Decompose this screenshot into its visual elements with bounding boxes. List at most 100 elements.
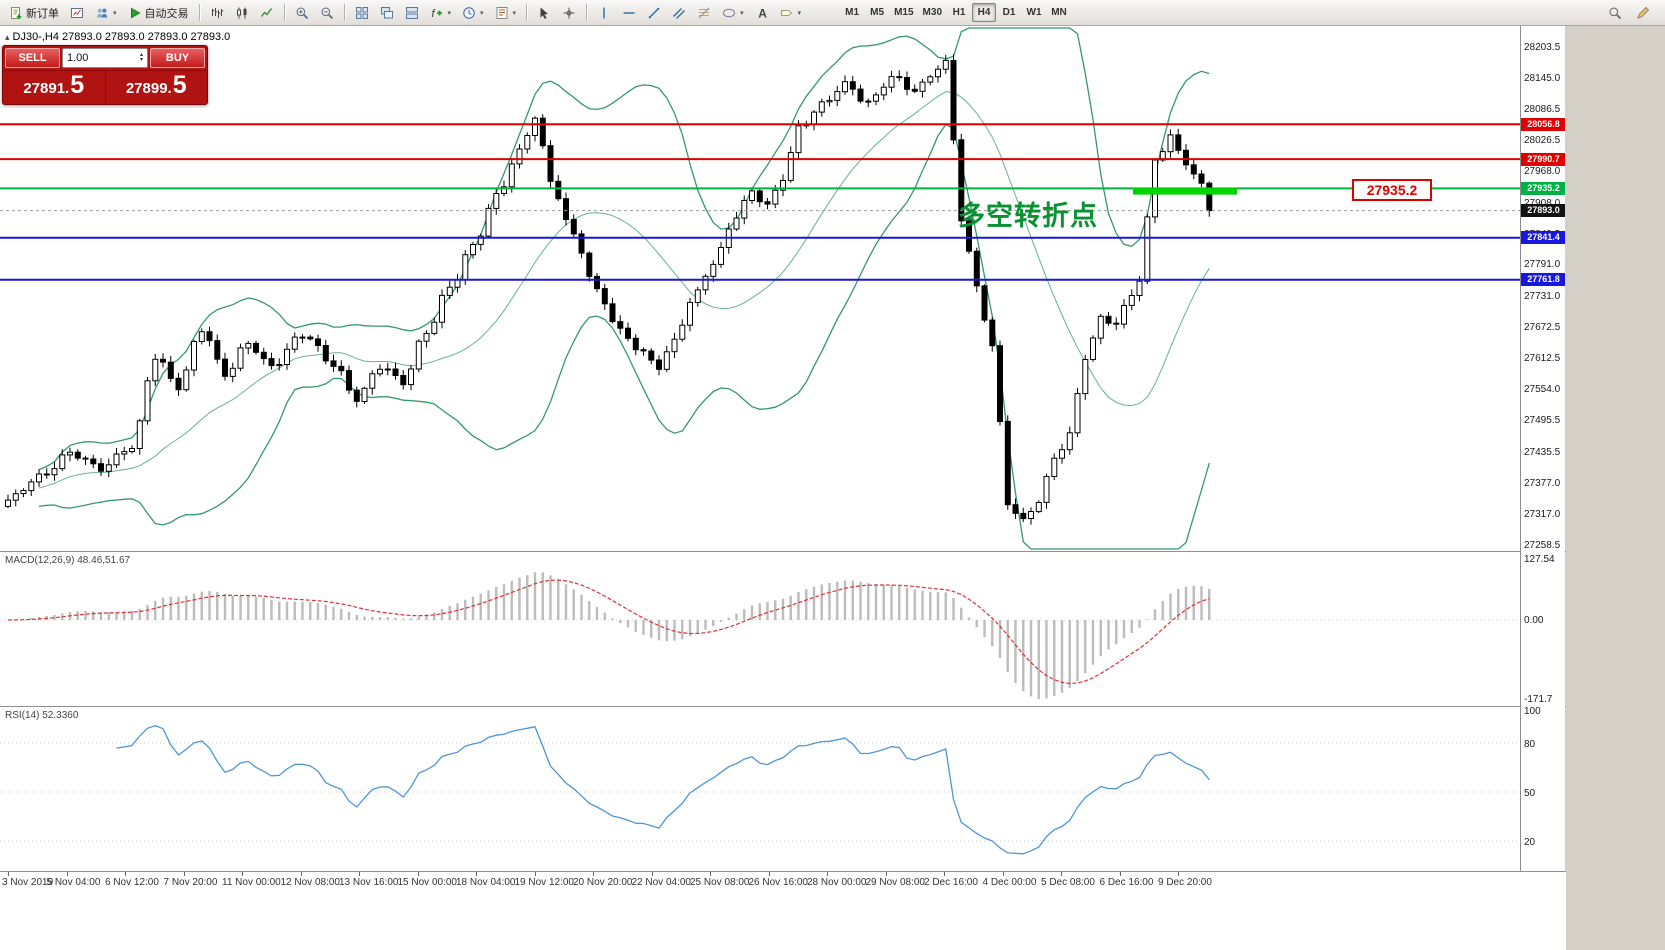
profiles-button[interactable]: ▾ [90,3,122,23]
clock-icon [462,6,476,20]
arrows-button[interactable]: ▾ [775,3,807,23]
text-icon: A [755,6,769,20]
time-axis-label: 20 Nov 20:00 [573,877,633,888]
time-tick [242,872,243,876]
price-axis-label: 27495.5 [1524,415,1561,427]
timeframe-m5-button[interactable]: M5 [870,7,885,18]
trade-panel-toggle-icon[interactable]: ▴ [5,32,10,42]
time-axis-label: 9 Dec 20:00 [1158,877,1212,888]
volume-input[interactable]: 1.00 ▴ ▾ [62,48,148,68]
price-axis-label: 28203.5 [1524,42,1561,53]
panel-separator[interactable] [0,551,1566,552]
time-tick [944,872,945,876]
new-order-button[interactable]: 新订单 [4,3,64,23]
candles-icon [235,6,249,20]
timeframe-m15-button[interactable]: M15 [894,7,914,18]
text-button[interactable]: A [750,3,774,23]
shapes-button[interactable]: ▾ [717,3,749,23]
time-tick [300,872,302,876]
price-axis-label: 27731.0 [1524,291,1561,302]
price-callout-label[interactable]: 27935.2 [1352,179,1432,201]
search-button[interactable] [1603,3,1627,23]
rsi-axis-label: 20 [1524,836,1536,848]
arrange-windows-button[interactable] [400,3,424,23]
equidistant-channel-button[interactable] [667,3,691,23]
templates-button[interactable]: ▾ [490,3,522,23]
time-tick [593,872,594,876]
fibonacci-button[interactable] [692,3,716,23]
chart-window[interactable]: ▴ DJ30-,H4 27893.0 27893.0 27893.0 27893.… [0,26,1520,871]
macd-indicator-label: MACD(12,26,9) 48.46,51.67 [5,555,131,566]
cascade-windows-button[interactable] [375,3,399,23]
time-axis[interactable]: 3 Nov 2019 5 Nov 04:00 6 Nov 12:00 7 Nov 20… [0,871,1566,950]
buy-price-big-digit: 5 [172,71,187,99]
symbol-ohlc-text: DJ30-,H4 27893.0 27893.0 27893.0 27893.0 [12,31,231,43]
time-tick [476,872,477,876]
price-axis-label: 27377.0 [1524,477,1561,489]
price-axis[interactable]: 28203.5 28145.0 28086.5 28026.5 27968.0 27908… [1520,26,1565,871]
quick-edit-button[interactable] [1631,3,1655,23]
crosshair-button[interactable] [557,3,581,23]
timeframe-mn-button[interactable]: MN [1051,7,1067,18]
timeframe-d1-button[interactable]: D1 [1002,7,1016,18]
price-axis-label: 28026.5 [1524,135,1561,147]
price-tag-27841.4: 27841.4 [1521,231,1565,245]
timeframe-m1-button[interactable]: M1 [845,7,860,18]
dropdown-arrow-icon: ▾ [447,9,452,17]
time-axis-label: 7 Nov 20:00 [163,877,218,888]
time-axis-label: 28 Nov 00:00 [807,877,867,888]
price-axis-label: 28086.5 [1524,103,1561,115]
time-tick [827,872,828,876]
search-icon [1608,6,1622,20]
timeframe-h4-button[interactable]: H4 [972,3,996,22]
horizontal-lines[interactable] [0,123,1520,281]
horizontal-line-button[interactable] [617,3,641,23]
price-axis-label: 27968.0 [1524,166,1561,178]
new-order-button-label: 新订单 [26,7,59,20]
chart-canvas[interactable] [0,26,1520,871]
one-click-trading-panel: SELL 1.00 ▴ ▾ BUY 27891. 5 27899. 5 [2,45,208,105]
zoom-in-button[interactable] [290,3,314,23]
sell-price[interactable]: 27891. 5 [3,71,105,103]
cursor-button[interactable] [532,3,556,23]
time-axis-label: 13 Nov 16:00 [339,877,399,888]
time-axis-label: 15 Nov 00:00 [397,877,458,888]
toolbar-button-group: 新订单 ▾ 自动交易 f ▾ ▾ ▾ ▾ A ▾ [4,3,806,23]
buy-button[interactable]: BUY [150,48,205,68]
vertical-line-button[interactable] [592,3,616,23]
price-axis-label: 28145.0 [1524,72,1561,84]
zoom-out-button[interactable] [315,3,339,23]
timeframe-h1-button[interactable]: H1 [952,7,966,18]
chart-annotation-text[interactable]: 多空转折点 [958,201,1098,231]
cursor-icon [537,6,551,20]
timeframe-w1-button[interactable]: W1 [1026,7,1042,18]
tile-windows-button[interactable] [350,3,374,23]
macd-axis-label: 0.00 [1524,615,1544,626]
autotrade-button[interactable]: 自动交易 [123,3,194,23]
buy-price-main: 27899. [125,80,172,97]
candlestick-chart-button[interactable] [230,3,254,23]
chart-window-button[interactable] [65,3,89,23]
bar-chart-button[interactable] [205,3,229,23]
buy-price[interactable]: 27899. 5 [104,71,208,103]
time-axis-label: 2 Dec 16:00 [924,877,978,888]
panel-separator[interactable] [0,706,1566,707]
pencil-icon [1636,6,1650,20]
indicators-button[interactable]: f ▾ [425,3,457,23]
line-chart-button[interactable] [255,3,279,23]
sell-button[interactable]: SELL [5,48,60,68]
periods-button[interactable]: ▾ [457,3,489,23]
time-tick [768,872,770,876]
timeframe-m30-button[interactable]: M30 [922,7,942,18]
doc-icon [9,6,23,20]
time-tick [1119,872,1121,876]
toolbar-right-group [1603,3,1655,23]
volume-stepper-icon[interactable]: ▴ ▾ [139,52,143,63]
current-price-tag: 27893.0 [1521,204,1565,218]
toolbar-separator [283,4,285,21]
bollinger-bands [38,27,1210,550]
price-axis-label: 27554.0 [1524,384,1561,396]
trendline-button[interactable] [642,3,666,23]
vline-icon [597,6,611,20]
fibo-icon [697,6,711,20]
